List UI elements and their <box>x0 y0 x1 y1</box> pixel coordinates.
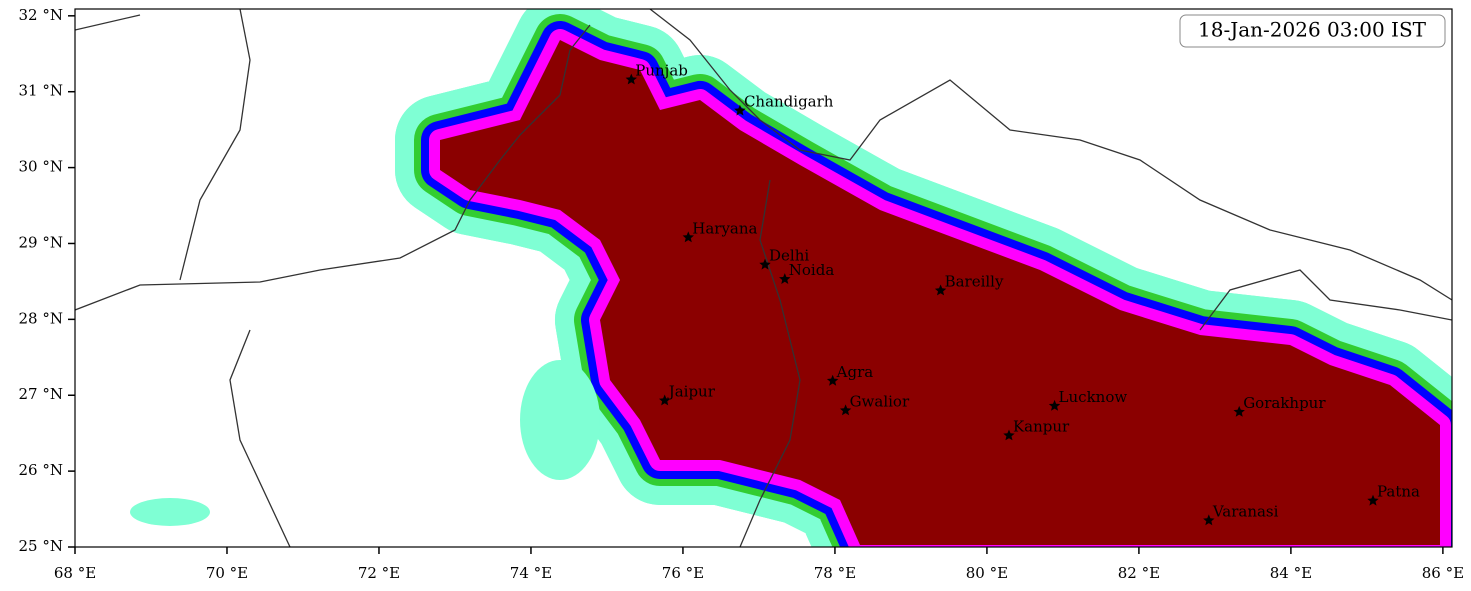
city-label: Lucknow <box>1059 388 1128 406</box>
city-marker <box>934 284 947 296</box>
border-line <box>75 9 251 281</box>
x-tick-label: 68 °E <box>54 564 96 582</box>
city-marker <box>625 73 637 85</box>
y-tick-label: 32 °N <box>19 6 63 24</box>
city-label: Gwalior <box>850 392 910 410</box>
border-line <box>739 179 801 547</box>
city-marker <box>659 394 671 406</box>
title-box <box>1179 14 1446 48</box>
city-label: Punjab <box>635 62 688 80</box>
x-tick-label: 80 °E <box>966 564 1008 582</box>
plot-frame <box>74 8 1453 548</box>
x-tick-label: 76 °E <box>662 564 704 582</box>
city-marker <box>1203 514 1215 526</box>
y-tick-label: 25 °N <box>19 537 63 555</box>
city-marker <box>682 231 694 243</box>
city-marker <box>826 374 839 386</box>
border-line <box>649 9 1452 301</box>
city-marker <box>1367 494 1379 506</box>
border-line <box>75 24 591 311</box>
city-label: Varanasi <box>1212 502 1279 520</box>
city-marker <box>734 104 746 116</box>
y-tick-label: 26 °N <box>19 461 63 479</box>
city-marker <box>1233 405 1245 417</box>
city-label: Kanpur <box>1013 417 1070 435</box>
city-label: Bareilly <box>945 273 1004 291</box>
city-label: Haryana <box>692 219 757 237</box>
city-label: Patna <box>1377 483 1420 501</box>
x-tick-label: 74 °E <box>510 564 552 582</box>
city-label: Jaipur <box>667 383 716 401</box>
city-marker <box>1003 429 1015 441</box>
city-marker <box>779 273 791 284</box>
city-label: Gorakhpur <box>1243 394 1326 412</box>
x-tick-label: 84 °E <box>1270 564 1312 582</box>
city-marker <box>839 404 852 416</box>
fog-patch <box>520 360 600 480</box>
y-tick-label: 30 °N <box>19 158 63 176</box>
city-label: Noida <box>789 261 835 279</box>
border-line <box>229 329 291 547</box>
city-marker <box>759 258 771 270</box>
border-line <box>1199 269 1452 331</box>
y-tick-label: 29 °N <box>19 233 63 251</box>
city-marker <box>1048 399 1061 411</box>
x-tick-label: 86 °E <box>1422 564 1464 582</box>
city-label: Delhi <box>769 247 809 265</box>
fog-patch <box>130 498 210 526</box>
city-label: Chandigarh <box>744 93 834 111</box>
fog-field <box>130 9 1452 547</box>
x-tick-label: 82 °E <box>1118 564 1160 582</box>
y-tick-label: 27 °N <box>19 385 63 403</box>
city-label: Agra <box>836 363 874 381</box>
borders <box>75 9 1452 547</box>
y-tick-label: 28 °N <box>19 309 63 327</box>
x-tick-label: 72 °E <box>358 564 400 582</box>
y-tick-label: 31 °N <box>19 82 63 100</box>
x-tick-label: 78 °E <box>814 564 856 582</box>
x-tick-label: 70 °E <box>206 564 248 582</box>
title: 18-Jan-2026 03:00 IST <box>1198 18 1427 42</box>
